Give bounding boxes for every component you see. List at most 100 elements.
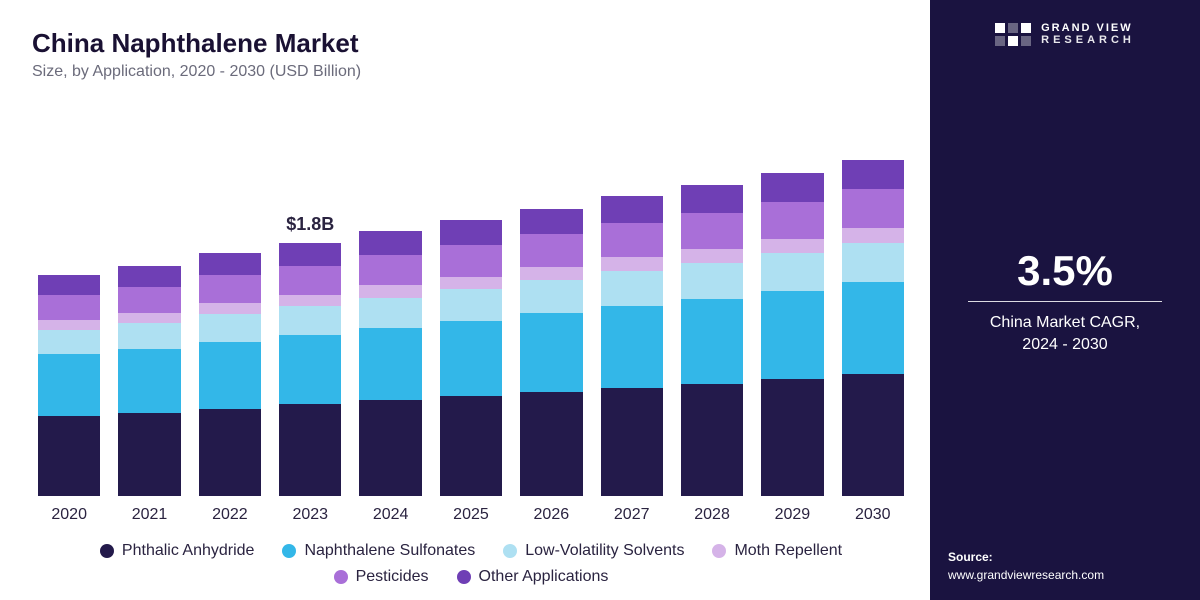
stacked-bar — [761, 173, 823, 496]
stacked-bar — [842, 160, 904, 496]
stacked-bar — [359, 231, 421, 496]
bar-segment — [681, 384, 743, 496]
x-axis-label: 2028 — [694, 506, 730, 524]
bar-segment — [279, 295, 341, 306]
bar-segment — [38, 320, 100, 330]
legend-swatch-icon — [100, 544, 114, 558]
bar-segment — [359, 298, 421, 329]
bar-segment — [601, 196, 663, 222]
bar-segment — [842, 243, 904, 282]
bar-segment — [520, 209, 582, 234]
bar-segment — [118, 323, 180, 349]
stacked-bar — [38, 275, 100, 496]
chart-title: China Naphthalene Market — [32, 28, 910, 59]
bar-segment — [520, 392, 582, 496]
bar-column: 2022 — [199, 253, 261, 524]
x-axis-label: 2021 — [132, 506, 168, 524]
legend-label: Pesticides — [356, 568, 429, 586]
bar-segment — [199, 303, 261, 314]
chart-panel: China Naphthalene Market Size, by Applic… — [0, 0, 930, 600]
bar-column: 2021 — [118, 266, 180, 524]
x-axis-label: 2027 — [614, 506, 650, 524]
bar-segment — [359, 285, 421, 297]
bar-segment — [761, 202, 823, 239]
bar-segment — [440, 289, 502, 321]
legend-swatch-icon — [282, 544, 296, 558]
legend-swatch-icon — [712, 544, 726, 558]
x-axis-label: 2026 — [534, 506, 570, 524]
stacked-bar — [440, 220, 502, 496]
bar-segment — [601, 223, 663, 258]
bar-segment — [38, 275, 100, 294]
bar-segment — [842, 160, 904, 189]
legend-item: Other Applications — [457, 568, 609, 586]
brand-logo: GRAND VIEW RESEARCH — [995, 22, 1135, 46]
bar-column: 2023$1.8B — [279, 243, 341, 524]
x-axis-label: 2030 — [855, 506, 891, 524]
bar-segment — [199, 275, 261, 303]
legend-swatch-icon — [457, 570, 471, 584]
bar-segment — [279, 335, 341, 404]
bar-segment — [520, 280, 582, 313]
bar-column: 2025 — [440, 220, 502, 524]
cagr-label: China Market CAGR, 2024 - 2030 — [948, 312, 1182, 355]
bar-segment — [359, 400, 421, 496]
bar-segment — [842, 189, 904, 228]
cagr-block: 3.5% China Market CAGR, 2024 - 2030 — [948, 247, 1182, 355]
bar-segment — [601, 271, 663, 306]
bar-segment — [520, 313, 582, 392]
bar-segment — [279, 306, 341, 335]
bar-segment — [601, 306, 663, 388]
legend-label: Phthalic Anhydride — [122, 542, 255, 560]
bar-segment — [279, 404, 341, 496]
legend-item: Low-Volatility Solvents — [503, 542, 684, 560]
legend-item: Phthalic Anhydride — [100, 542, 255, 560]
brand-name: GRAND VIEW RESEARCH — [1041, 22, 1135, 46]
bar-segment — [761, 291, 823, 380]
cagr-value: 3.5% — [948, 247, 1182, 301]
bar-segment — [38, 330, 100, 355]
legend: Phthalic Anhydride Naphthalene Sulfonates… — [32, 542, 910, 590]
x-axis-label: 2024 — [373, 506, 409, 524]
legend-item: Naphthalene Sulfonates — [282, 542, 475, 560]
bar-segment — [359, 328, 421, 400]
side-panel: GRAND VIEW RESEARCH 3.5% China Market CA… — [930, 0, 1200, 600]
x-axis-label: 2029 — [775, 506, 811, 524]
bar-column: 2024 — [359, 231, 421, 524]
stacked-bar — [279, 243, 341, 496]
bar-segment — [761, 253, 823, 290]
bar-segment — [440, 321, 502, 396]
bar-segment — [681, 263, 743, 299]
x-axis-label: 2020 — [51, 506, 87, 524]
bar-segment — [359, 255, 421, 286]
bar-segment — [842, 228, 904, 243]
bar-segment — [842, 282, 904, 374]
legend-item: Pesticides — [334, 568, 429, 586]
bar-segment — [681, 299, 743, 384]
bar-segment — [681, 213, 743, 249]
bar-segment — [279, 266, 341, 295]
legend-item: Moth Repellent — [712, 542, 842, 560]
legend-swatch-icon — [334, 570, 348, 584]
stacked-bar — [520, 209, 582, 496]
divider — [968, 301, 1162, 302]
bar-segment — [118, 313, 180, 323]
legend-label: Moth Repellent — [734, 542, 842, 560]
bar-segment — [38, 295, 100, 320]
bar-segment — [842, 374, 904, 496]
bar-column: 2030 — [842, 160, 904, 524]
bar-segment — [440, 220, 502, 245]
bar-column: 2026 — [520, 209, 582, 524]
bar-segment — [279, 243, 341, 265]
bar-segment — [761, 173, 823, 202]
bar-segment — [440, 277, 502, 289]
bar-segment — [440, 396, 502, 496]
bar-segment — [601, 257, 663, 271]
bar-segment — [199, 314, 261, 342]
bar-area: 2020 2021 2022 2023$1.8B 2024 2025 2026 2027 202… — [32, 101, 910, 524]
bar-segment — [681, 249, 743, 263]
bar-segment — [199, 253, 261, 275]
bar-column: 2020 — [38, 275, 100, 524]
bar-segment — [520, 267, 582, 279]
x-axis-label: 2022 — [212, 506, 248, 524]
